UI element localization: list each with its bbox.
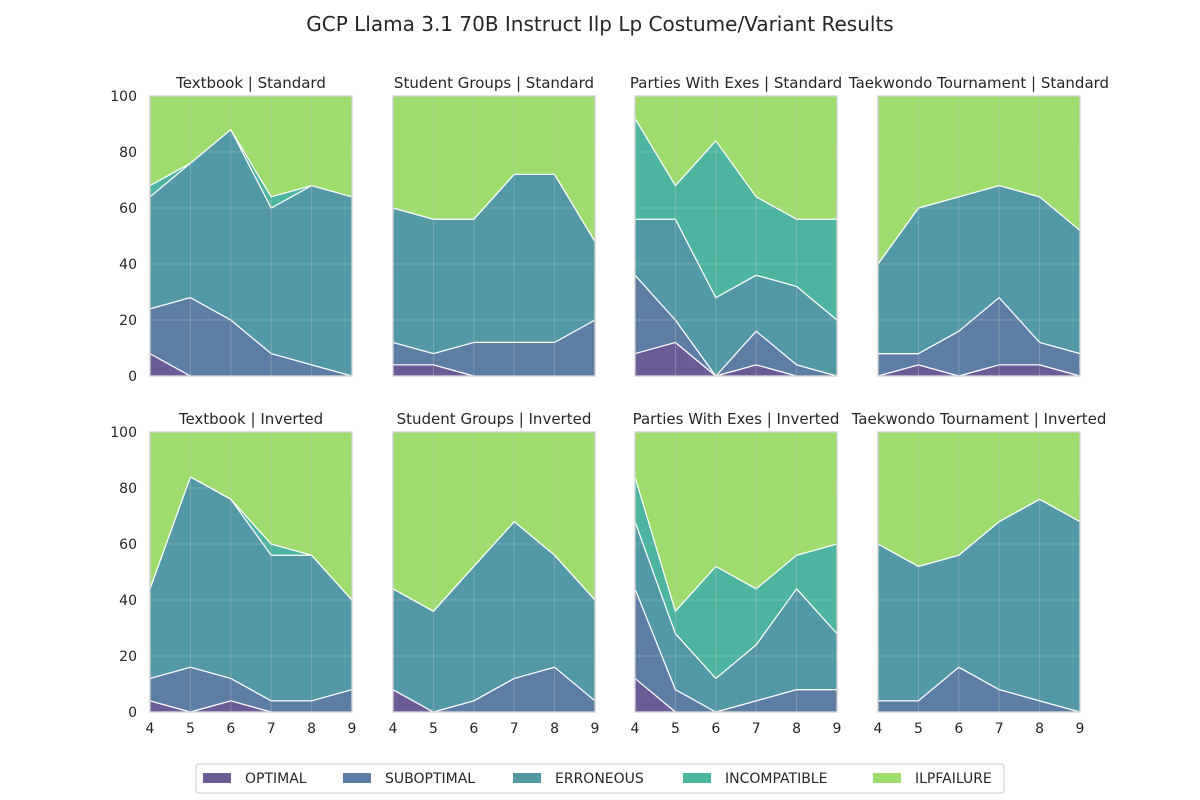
- x-tick-label: 5: [671, 721, 680, 737]
- y-tick-label: 100: [110, 89, 137, 105]
- x-tick-label: 4: [631, 721, 640, 737]
- x-tick-label: 5: [914, 721, 923, 737]
- y-tick-label: 20: [119, 313, 137, 329]
- y-tick-label: 60: [119, 537, 137, 553]
- panel-frame: [877, 431, 1081, 713]
- panel-frame: [877, 95, 1081, 377]
- x-tick-label: 4: [874, 721, 883, 737]
- y-tick-label: 0: [128, 705, 137, 721]
- panel-frame: [392, 95, 596, 377]
- panel-title: Student Groups | Standard: [394, 74, 594, 92]
- legend-label: OPTIMAL: [245, 771, 307, 787]
- panel-title: Student Groups | Inverted: [397, 410, 592, 428]
- y-tick-label: 40: [119, 593, 137, 609]
- x-tick-label: 9: [591, 721, 600, 737]
- panel-frame: [392, 431, 596, 713]
- legend-item-incompatible: INCOMPATIBLE: [683, 771, 827, 787]
- legend-swatch: [873, 773, 901, 783]
- x-tick-label: 5: [429, 721, 438, 737]
- panel-title: Parties With Exes | Inverted: [633, 410, 840, 428]
- panel-6: Student Groups | Inverted 4 5 6 7 8 9: [389, 410, 600, 737]
- legend-swatch: [203, 773, 231, 783]
- legend-swatch: [343, 773, 371, 783]
- legend-item-ilpfailure: ILPFAILURE: [873, 771, 992, 787]
- panel-title: Textbook | Inverted: [178, 410, 323, 428]
- y-tick-label: 40: [119, 257, 137, 273]
- x-tick-label: 8: [1035, 721, 1044, 737]
- panel-2: Student Groups | Standard: [392, 74, 596, 377]
- panel-title: Parties With Exes | Standard: [630, 74, 842, 92]
- panel-title: Taekwondo Tournament | Inverted: [851, 410, 1107, 428]
- legend-label: SUBOPTIMAL: [385, 771, 475, 787]
- panel-frame: [149, 95, 353, 377]
- legend-swatch: [513, 773, 541, 783]
- y-tick-label: 0: [128, 369, 137, 385]
- legend-label: ILPFAILURE: [915, 771, 992, 787]
- x-tick-label: 7: [267, 721, 276, 737]
- y-tick-label: 100: [110, 425, 137, 441]
- panel-4: Taekwondo Tournament | Standard: [848, 74, 1109, 377]
- panel-5: Textbook | Inverted 0 20 40 60 80 100 4 5 6 7 8 9: [110, 410, 356, 737]
- y-tick-label: 80: [119, 481, 137, 497]
- panel-7: Parties With Exes | Inverted 4 5 6 7 8 9: [631, 410, 842, 737]
- y-tick-label: 60: [119, 201, 137, 217]
- x-tick-label: 7: [510, 721, 519, 737]
- x-tick-label: 4: [389, 721, 398, 737]
- panel-8: Taekwondo Tournament | Inverted 4 5 6 7 8 9: [851, 410, 1107, 737]
- x-tick-label: 9: [833, 721, 842, 737]
- panel-title: Taekwondo Tournament | Standard: [848, 74, 1109, 92]
- x-tick-label: 6: [954, 721, 963, 737]
- panel-frame: [634, 431, 838, 713]
- chart-title: GCP Llama 3.1 70B Instruct Ilp Lp Costum…: [306, 12, 893, 36]
- x-tick-label: 6: [711, 721, 720, 737]
- panel-1: Textbook | Standard 0 20 40 60 80 100: [110, 74, 353, 385]
- x-tick-label: 7: [752, 721, 761, 737]
- x-tick-label: 6: [469, 721, 478, 737]
- x-tick-label: 8: [307, 721, 316, 737]
- x-tick-label: 8: [792, 721, 801, 737]
- x-tick-label: 8: [550, 721, 559, 737]
- legend-frame: [195, 763, 1005, 794]
- panel-3: Parties With Exes | Standard: [630, 74, 842, 377]
- x-tick-label: 6: [226, 721, 235, 737]
- panel-frame: [149, 431, 353, 713]
- legend-swatch: [683, 773, 711, 783]
- legend-item-suboptimal: SUBOPTIMAL: [343, 771, 475, 787]
- x-tick-label: 9: [348, 721, 357, 737]
- x-tick-label: 5: [186, 721, 195, 737]
- x-tick-label: 9: [1076, 721, 1085, 737]
- x-tick-label: 4: [146, 721, 155, 737]
- legend-label: ERRONEOUS: [555, 771, 644, 787]
- legend-item-erroneous: ERRONEOUS: [513, 771, 644, 787]
- legend-item-optimal: OPTIMAL: [203, 771, 307, 787]
- y-tick-label: 20: [119, 649, 137, 665]
- x-tick-label: 7: [995, 721, 1004, 737]
- y-tick-label: 80: [119, 145, 137, 161]
- panel-frame: [634, 95, 838, 377]
- panel-title: Textbook | Standard: [175, 74, 326, 92]
- legend-label: INCOMPATIBLE: [725, 771, 827, 787]
- legend: OPTIMAL SUBOPTIMAL ERRONEOUS INCOMPATIBLE IL…: [195, 763, 1005, 794]
